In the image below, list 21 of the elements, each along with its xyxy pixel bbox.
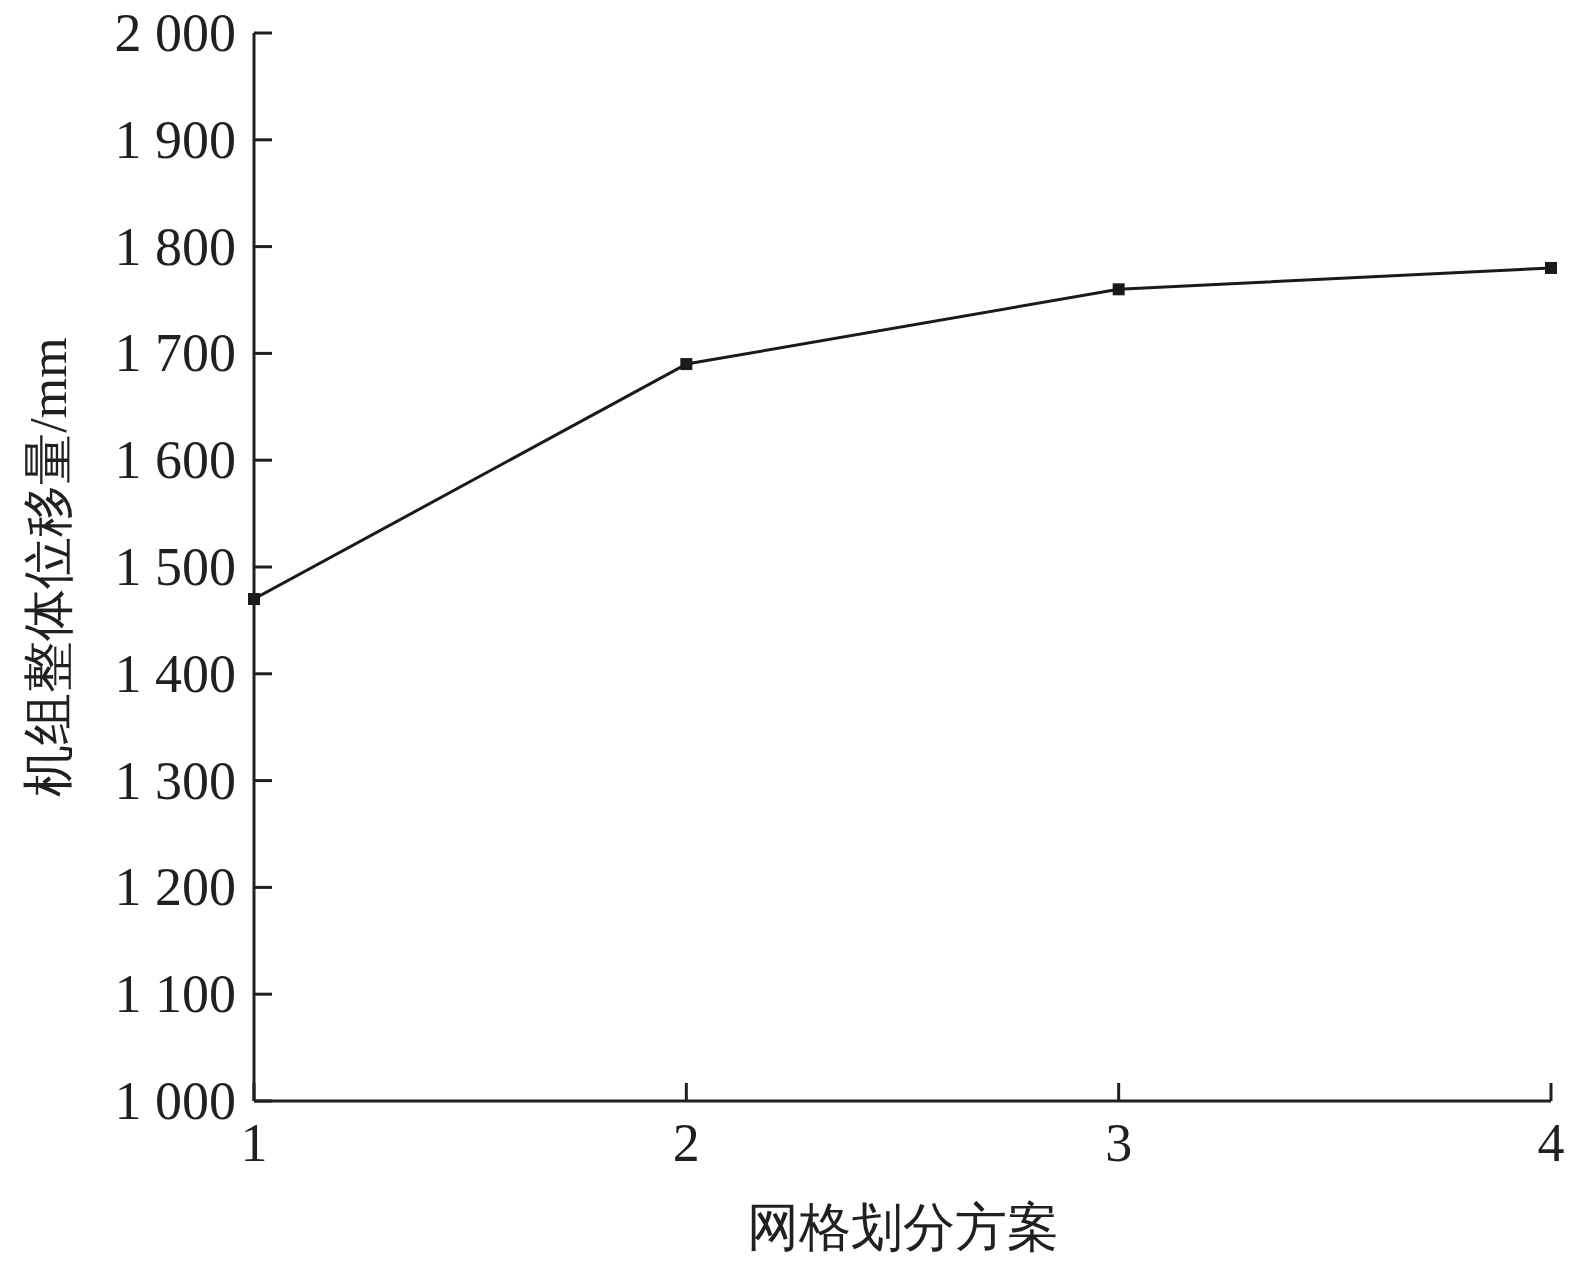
point bbox=[1112, 283, 1125, 296]
y-tick-label: 1 200 bbox=[114, 857, 236, 918]
y-tick-label: 1 100 bbox=[114, 964, 236, 1025]
y-tick-label: 1 400 bbox=[114, 643, 236, 704]
y-tick-label: 2 000 bbox=[114, 3, 236, 63]
y-tick-label: 1 600 bbox=[114, 430, 236, 491]
y-axis-title: 机组整体位移量/mm bbox=[20, 337, 77, 797]
y-tick-label: 1 500 bbox=[114, 537, 236, 597]
y-tick-label: 1 800 bbox=[114, 216, 236, 277]
point bbox=[248, 593, 260, 606]
y-tick-label: 1 700 bbox=[114, 323, 236, 384]
y-tick-label: 1 900 bbox=[114, 109, 236, 170]
x-tick-label: 1 bbox=[240, 1113, 268, 1173]
y-tick-label: 1 300 bbox=[114, 750, 236, 811]
point bbox=[680, 358, 693, 371]
x-tick-label: 3 bbox=[1105, 1113, 1133, 1173]
point bbox=[1545, 261, 1557, 274]
x-axis-title: 网格划分方案 bbox=[746, 1199, 1059, 1256]
x-tick-label: 2 bbox=[672, 1113, 700, 1173]
y-tick-label: 1 000 bbox=[114, 1071, 236, 1131]
x-tick-label: 4 bbox=[1537, 1113, 1565, 1173]
